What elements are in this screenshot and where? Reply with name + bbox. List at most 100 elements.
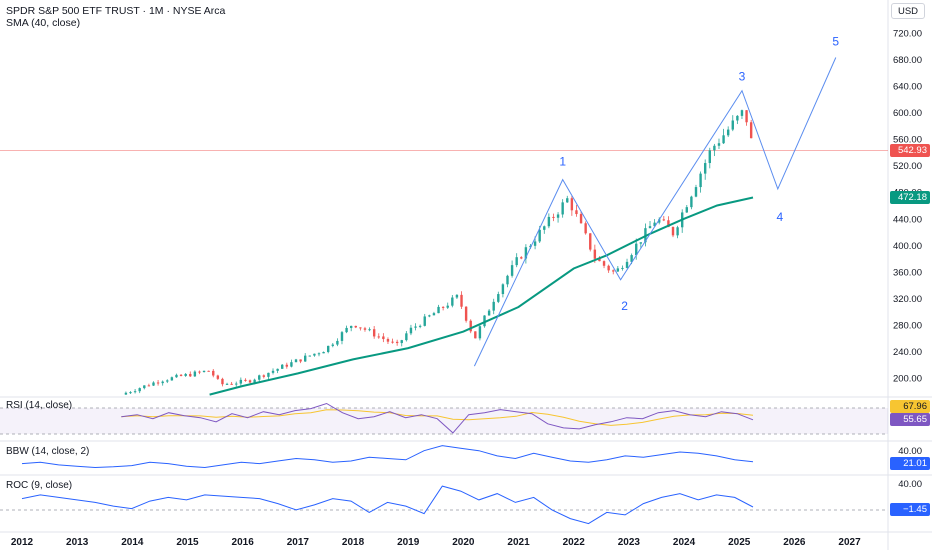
candle-body [492,301,495,311]
x-tick-label: 2016 [232,537,255,548]
candle-body [469,320,472,332]
candle-body [290,362,293,367]
candle-body [239,379,243,384]
candle-body [175,374,178,378]
chart-title[interactable]: SPDR S&P 500 ETF TRUST · 1M · NYSE Arca [6,5,226,17]
candle-body [313,353,316,356]
candle-body [349,325,353,328]
y-tick-label: 240.00 [893,347,922,358]
candle-body [607,265,610,271]
y-tick-label: 360.00 [893,267,922,278]
candle-body [451,297,454,306]
candle-body [699,173,702,188]
candle-body [506,275,509,285]
candle-body [598,258,601,262]
candle-body [510,265,514,276]
candle-body [483,315,486,327]
candle-body [221,378,224,385]
currency-selector[interactable]: USD [891,3,925,19]
candle-body [717,143,721,146]
candle-body [368,329,371,331]
candle-body [639,242,643,244]
candle-body [166,380,169,382]
candle-body [336,340,339,345]
candle-body [635,243,638,256]
x-tick-label: 2019 [397,537,420,548]
roc-pane-label[interactable]: ROC (9, close) [6,480,73,491]
y-tick-label: 280.00 [893,320,922,331]
candle-body [262,375,266,377]
x-tick-label: 2012 [11,537,34,548]
candle-body [731,120,734,130]
candle-body [317,353,321,355]
indicator-label-sma[interactable]: SMA (40, close) [6,17,81,29]
candle-body [740,110,744,116]
candle-body [570,198,574,211]
candle-body [124,392,128,395]
x-tick-label: 2026 [783,537,806,548]
y-tick-label: 440.00 [893,214,922,225]
candle-body [225,383,229,385]
candle-body [377,336,380,338]
candle-body [749,122,753,139]
candle-body [326,345,330,352]
roc-line [21,485,754,525]
candle-body [662,219,666,221]
candle-body [566,198,569,203]
x-tick-label: 2014 [121,537,144,548]
candle-body [621,267,624,269]
candle-body [202,370,206,372]
y-tick-label: 640.00 [893,82,922,93]
candle-body [400,340,403,344]
candle-body [304,355,307,362]
candle-body [533,241,537,246]
x-tick-label: 2022 [563,537,586,548]
candle-body [322,351,325,354]
wave-label: 4 [776,210,783,224]
bbw-value-tag: 21.01 [890,457,930,470]
rsi-pane-label[interactable]: RSI (14, close) [6,400,73,411]
candle-body [138,388,141,392]
candle-body [345,327,348,333]
candle-body [579,214,583,224]
x-tick-label: 2027 [838,537,861,548]
candle-body [372,329,376,337]
candle-body [703,163,707,174]
candle-body [616,268,620,272]
x-tick-label: 2013 [66,537,89,548]
candle-body [464,306,468,321]
y-tick-label: 320.00 [893,294,922,305]
candle-body [487,310,491,316]
roc-value-tag: −1.45 [890,503,930,516]
candle-body [143,385,146,389]
candle-body [170,377,174,381]
candle-body [230,383,233,385]
candle-body [713,145,716,151]
candle-body [189,373,192,377]
bbw-pane-label[interactable]: BBW (14, close, 2) [6,446,90,457]
candle-body [133,391,137,393]
candle-body [497,294,500,302]
candle-body [625,261,629,268]
y-tick-label: 720.00 [893,29,922,40]
x-tick-label: 2021 [507,537,530,548]
candle-body [156,382,160,384]
candle-body [437,306,440,314]
candle-body [543,226,546,230]
candle-body [630,255,633,262]
y-tick-label: 560.00 [893,135,922,146]
candle-body [386,339,390,342]
candle-body [179,374,183,376]
candle-body [409,327,413,334]
sma-line [209,196,754,396]
candle-body [501,284,505,295]
candle-body [690,196,693,208]
candle-body [152,382,155,386]
candle-body [547,216,551,227]
candle-body [216,375,220,379]
candle-body [340,332,344,341]
candle-body [441,306,445,308]
candle-body [129,392,132,394]
x-tick-label: 2024 [673,537,696,548]
